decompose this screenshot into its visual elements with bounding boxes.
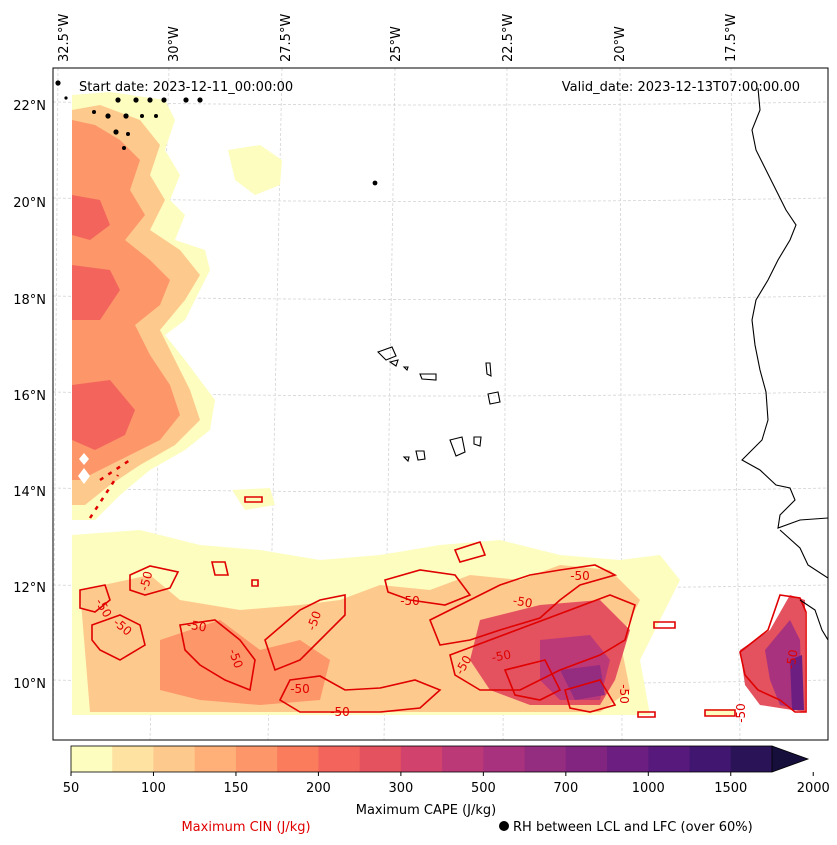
colorbar-swatch — [359, 746, 402, 772]
cin-contour-label: -50 — [512, 593, 534, 610]
lon-label: 25°W — [389, 26, 404, 62]
coastlines — [376, 87, 828, 641]
lat-label: 10°N — [13, 677, 46, 692]
colorbar-tick-label: 1000 — [632, 781, 665, 796]
colorbar-tick-label: 500 — [471, 781, 496, 796]
rh-legend-label: RH between LCL and LFC (over 60%) — [513, 820, 753, 835]
colorbar-label: Maximum CAPE (J/kg) — [356, 803, 496, 818]
map-frame — [52, 67, 829, 741]
lon-label: 32.5°W — [57, 14, 72, 62]
longitude-labels: 32.5°W 30°W 27.5°W 25°W 22.5°W 20°W 17.5… — [57, 14, 739, 62]
colorbar-swatch — [565, 746, 608, 772]
colorbar-arrow-outline — [771, 745, 810, 773]
colorbar-ticks: 50 100 150 200 300 500 700 1000 1500 2000 — [63, 772, 830, 796]
cin-contour-label: -50 — [490, 647, 512, 664]
colorbar-swatch — [607, 746, 649, 772]
colorbar-swatch — [235, 746, 278, 772]
lat-label: 22°N — [13, 99, 46, 114]
rh-legend-marker — [499, 821, 509, 831]
colorbar-tick-label: 300 — [388, 781, 413, 796]
lat-label: 12°N — [13, 581, 46, 596]
cin-contour-label: -50 — [186, 617, 208, 634]
colorbar-tick-label: 50 — [63, 781, 80, 796]
lat-label: 20°N — [13, 196, 46, 211]
map-panel: -50-50-50-50-50-50-50-50 -50-50-50-50-50-… — [13, 14, 829, 741]
cin-dashes — [88, 458, 131, 519]
colorbar-swatch — [524, 746, 567, 772]
start-date-label: Start date: 2023-12-11_00:00:00 — [79, 80, 293, 95]
colorbar-tick-label: 700 — [553, 781, 578, 796]
cin-contour-label: -50 — [617, 684, 631, 704]
colorbar-tick-label: 200 — [306, 781, 331, 796]
cin-contour-label: -50 — [226, 647, 246, 670]
cin-contour-label: -50 — [400, 594, 420, 608]
masked-points — [78, 453, 90, 484]
cin-contour-label: -50 — [783, 648, 800, 670]
colorbar-swatch — [400, 746, 443, 772]
colorbar-tick-label: 100 — [141, 781, 166, 796]
colorbar: 50 100 150 200 300 500 700 1000 1500 2000 Maximum… — [63, 745, 830, 818]
cin-contour-label: -50 — [137, 570, 156, 593]
colorbar-swatches — [71, 746, 773, 772]
lon-label: 20°W — [613, 26, 628, 62]
rh-dots — [55, 80, 378, 186]
lon-label: 22.5°W — [501, 14, 516, 62]
lon-label: 17.5°W — [724, 14, 739, 62]
cin-contour-label: -50 — [734, 703, 748, 723]
cin-contour-labels: -50-50-50-50-50-50-50-50 -50-50-50-50-50-… — [92, 569, 800, 723]
cin-contours — [79, 496, 807, 718]
colorbar-swatch — [194, 746, 237, 772]
lon-label: 30°W — [167, 26, 182, 62]
latitude-labels: 22°N 20°N 18°N 16°N 14°N 12°N 10°N — [13, 99, 46, 692]
cin-legend-label: Maximum CIN (J/kg) — [181, 820, 310, 835]
colorbar-frame — [70, 745, 773, 773]
legend: Maximum CIN (J/kg) RH between LCL and LF… — [181, 820, 752, 835]
colorbar-swatch — [442, 746, 484, 772]
colorbar-swatch — [318, 746, 361, 772]
colorbar-swatch — [483, 746, 526, 772]
colorbar-swatch — [648, 746, 691, 772]
cin-contour-label: -50 — [570, 569, 590, 583]
lat-label: 16°N — [13, 389, 46, 404]
cin-contour-label: -50 — [304, 609, 324, 632]
cin-contour-label: -50 — [290, 682, 310, 696]
valid-date-label: Valid_date: 2023-12-13T07:00:00.00 — [562, 80, 800, 95]
colorbar-swatch — [689, 746, 732, 772]
cape-field-west — [72, 92, 282, 520]
colorbar-swatch — [730, 746, 773, 772]
lon-label: 27.5°W — [279, 14, 294, 62]
colorbar-tick-label: 2000 — [797, 781, 830, 796]
colorbar-swatch — [71, 746, 113, 772]
lat-label: 18°N — [13, 293, 46, 308]
colorbar-swatch — [153, 746, 196, 772]
colorbar-extend-arrow — [772, 746, 808, 772]
colorbar-swatch — [277, 746, 320, 772]
colorbar-tick-label: 150 — [224, 781, 249, 796]
lat-label: 14°N — [13, 485, 46, 500]
colorbar-swatch — [112, 746, 155, 772]
colorbar-tick-label: 1500 — [714, 781, 747, 796]
cin-contour-label: -50 — [330, 705, 350, 719]
